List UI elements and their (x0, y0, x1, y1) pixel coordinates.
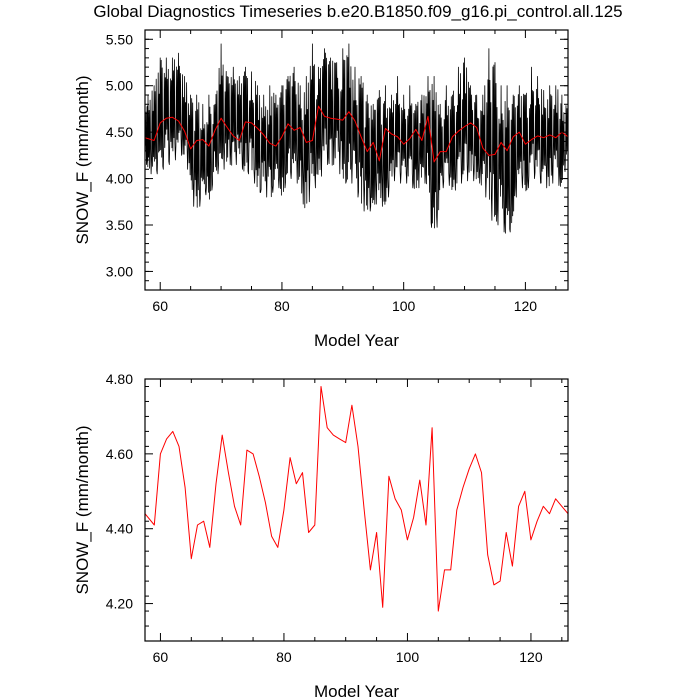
monthly-series-line (145, 43, 568, 234)
x-axis-label: Model Year (314, 682, 399, 700)
x-tick-label: 120 (514, 298, 538, 314)
x-tick-label: 60 (152, 298, 168, 314)
x-tick-label: 100 (396, 649, 420, 665)
annual-series-line (145, 105, 568, 163)
y-tick-label: 4.40 (106, 521, 133, 537)
y-tick-label: 5.50 (106, 31, 133, 47)
y-axis-label: SNOW_F (mm/month) (73, 425, 92, 594)
annual-series-line (145, 386, 568, 612)
y-axis-label: SNOW_F (mm/month) (73, 75, 92, 244)
x-tick-label: 80 (274, 298, 290, 314)
x-axis-label: Model Year (314, 331, 399, 350)
figure-title: Global Diagnostics Timeseries b.e20.B185… (93, 2, 622, 21)
y-tick-label: 3.00 (106, 263, 133, 279)
y-tick-label: 4.00 (106, 171, 133, 187)
x-tick-label: 100 (392, 298, 416, 314)
x-tick-label: 60 (153, 649, 169, 665)
y-tick-label: 5.00 (106, 78, 133, 94)
y-tick-label: 3.50 (106, 217, 133, 233)
x-tick-label: 80 (276, 649, 292, 665)
axes-frame (144, 378, 569, 642)
y-tick-label: 4.80 (106, 371, 133, 387)
y-tick-label: 4.60 (106, 446, 133, 462)
y-tick-label: 4.20 (106, 596, 133, 612)
plot-area (145, 43, 568, 234)
bottom-panel: 60 80 100 120 4.20 4.40 4.60 4.80 Model Year SNOW… (73, 371, 569, 700)
y-tick-label: 4.50 (106, 124, 133, 140)
plot-area (145, 386, 568, 612)
top-panel: 60 80 100 120 3.00 3.50 4.00 4.50 5.00 5.50 Model … (73, 29, 569, 350)
x-tick-label: 120 (519, 649, 543, 665)
